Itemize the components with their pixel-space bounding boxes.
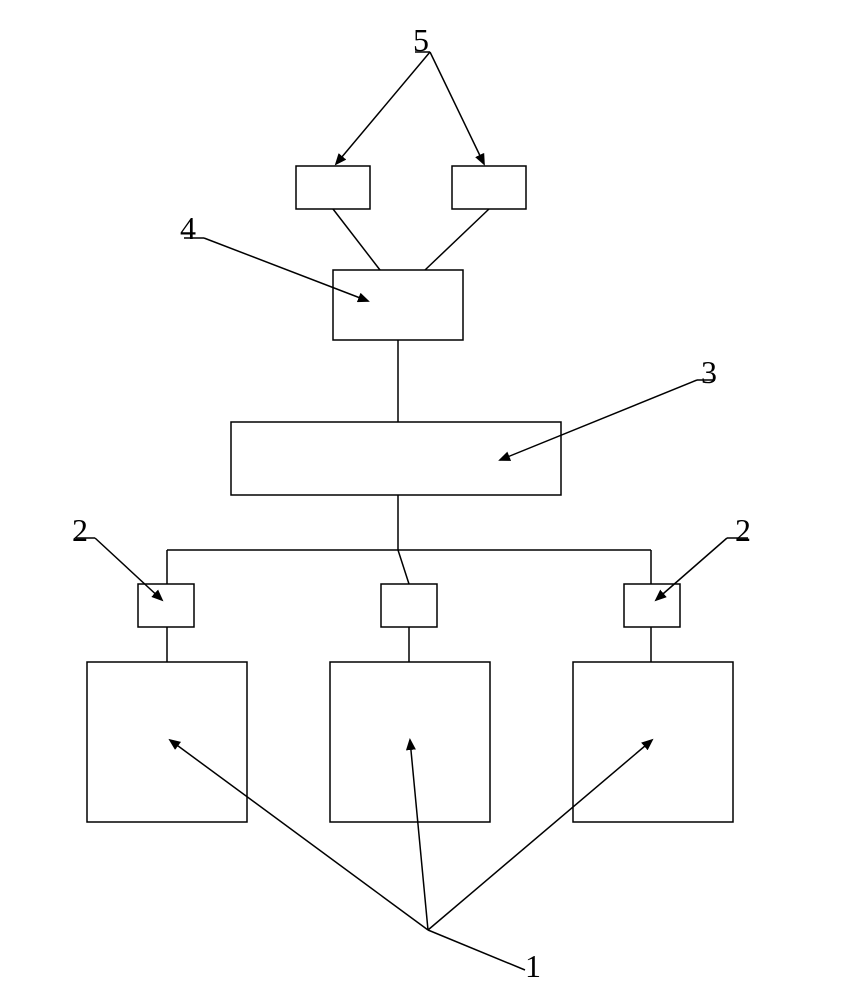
node-4 [333,270,463,340]
node-2a [138,584,194,627]
connectors-group [167,209,651,662]
node-5a [296,166,370,209]
node-2c [624,584,680,627]
label-1: 1 [525,948,541,985]
label-2-left: 2 [72,512,88,549]
diagram-canvas [0,0,851,1000]
label-4: 4 [180,210,196,247]
label-3: 3 [701,354,717,391]
node-1a [87,662,247,822]
label-2-right: 2 [735,512,751,549]
node-1c [573,662,733,822]
node-3 [231,422,561,495]
label-5: 5 [413,22,429,59]
node-2b [381,584,437,627]
node-5b [452,166,526,209]
boxes-group [87,166,733,822]
leaders-group [76,52,748,970]
